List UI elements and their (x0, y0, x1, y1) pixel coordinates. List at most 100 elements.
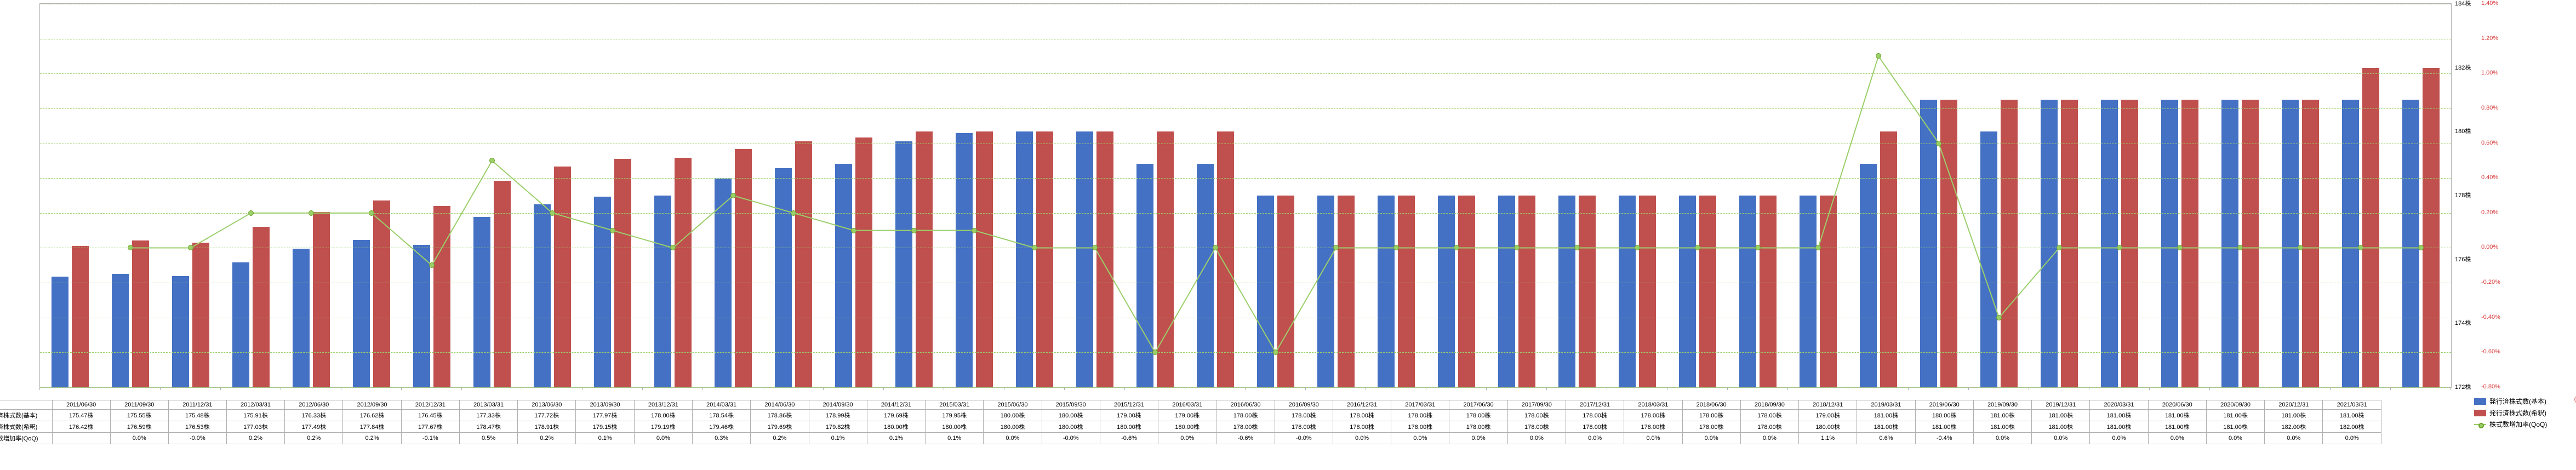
growth-marker (851, 228, 856, 233)
table-cell (52, 433, 110, 444)
table-cell: -0.6% (1100, 433, 1158, 444)
table-cell: 0.0% (1391, 433, 1449, 444)
table-cell: 0.0% (110, 433, 168, 444)
table-col-header: 2011/09/30 (110, 400, 168, 410)
table-cell: 178.99株 (809, 410, 867, 421)
growth-marker (730, 193, 736, 198)
growth-markers (40, 4, 2451, 387)
table-col-header: 2013/03/31 (459, 400, 517, 410)
table-cell: 0.2% (226, 433, 284, 444)
table-cell: 179.15株 (576, 421, 634, 433)
table-row-header: 発行済株式数(基本) (0, 410, 52, 421)
legend-item-growth: 株式数増加率(QoQ) (2474, 420, 2573, 429)
table-col-header: 2021/03/31 (2323, 400, 2381, 410)
table-cell: 180.00株 (984, 421, 1042, 433)
table-cell: 178.00株 (1333, 421, 1391, 433)
table-col-header: 2012/03/31 (226, 400, 284, 410)
table-cell: 180.00株 (867, 421, 925, 433)
table-cell: 180.00株 (1042, 421, 1100, 433)
plot-area (39, 3, 2452, 388)
table-cell: 177.03株 (226, 421, 284, 433)
table-cell: 181.00株 (1973, 410, 2031, 421)
table-cell: 181.00株 (1857, 421, 1915, 433)
table-cell: 0.0% (1333, 433, 1391, 444)
y1-tick-label: 178株 (2455, 191, 2482, 199)
table-cell: 0.0% (1624, 433, 1682, 444)
growth-marker (429, 262, 435, 268)
table-cell: 179.95株 (926, 410, 984, 421)
table-row-header: 発行済株式数(希釈) (0, 421, 52, 433)
table-cell: -0.0% (168, 433, 226, 444)
table-cell: 176.59株 (110, 421, 168, 433)
table-cell: 182.00株 (2323, 421, 2381, 433)
table-cell: 0.0% (1973, 433, 2031, 444)
table-cell: 0.2% (285, 433, 343, 444)
y1-tick-label: 174株 (2455, 318, 2482, 327)
table-cell: -0.6% (1216, 433, 1275, 444)
y2-tick-label: 1.40% (2481, 0, 2509, 7)
table-cell: -0.0% (1275, 433, 1333, 444)
table-cell: 178.00株 (1624, 410, 1682, 421)
table-cell: 0.2% (518, 433, 576, 444)
y2-tick-label: 0.40% (2481, 174, 2509, 181)
y2-tick-label: 0.20% (2481, 209, 2509, 216)
growth-marker (972, 228, 977, 233)
table-cell: 177.84株 (343, 421, 401, 433)
table-cell: 0.0% (2206, 433, 2264, 444)
legend-label: 株式数増加率(QoQ) (2489, 420, 2547, 429)
table-cell: 182.00株 (2265, 421, 2323, 433)
table-col-header: 2017/09/30 (1507, 400, 1566, 410)
table-col-header: 2013/09/30 (576, 400, 634, 410)
table-col-header: 2020/12/31 (2265, 400, 2323, 410)
y2-tick-label: -0.20% (2481, 279, 2509, 285)
table-cell: 177.67株 (401, 421, 459, 433)
table-cell: 175.55株 (110, 410, 168, 421)
table-col-header: 2019/06/30 (1915, 400, 1973, 410)
table-cell: 0.0% (2090, 433, 2148, 444)
legend-item-diluted: 発行済株式数(希釈) (2474, 408, 2573, 417)
table-col-header: 2016/06/30 (1216, 400, 1275, 410)
table-cell: 0.0% (984, 433, 1042, 444)
table-cell: 180.00株 (1100, 421, 1158, 433)
growth-marker (489, 158, 495, 163)
table-col-header: 2017/03/31 (1391, 400, 1449, 410)
table-cell: -0.1% (401, 433, 459, 444)
table-cell: 179.69株 (867, 410, 925, 421)
table-cell: 178.47株 (459, 421, 517, 433)
table-cell: 0.2% (343, 433, 401, 444)
table-cell: 181.00株 (2090, 421, 2148, 433)
table-cell: 181.00株 (2323, 410, 2381, 421)
table-cell: 1.1% (1799, 433, 1857, 444)
table-cell: 0.0% (1682, 433, 1740, 444)
table-cell: 175.47株 (52, 410, 110, 421)
table-cell: 0.0% (1740, 433, 1798, 444)
table-col-header: 2017/06/30 (1449, 400, 1507, 410)
table-cell: 0.1% (576, 433, 634, 444)
table-cell: 176.53株 (168, 421, 226, 433)
table-cell: 176.62株 (343, 410, 401, 421)
table-cell: 181.00株 (2090, 410, 2148, 421)
table-cell: 181.00株 (2148, 410, 2206, 421)
table-cell: 178.00株 (1682, 421, 1740, 433)
table-cell: 178.00株 (1507, 421, 1566, 433)
table-col-header: 2015/06/30 (984, 400, 1042, 410)
table-col-header: 2015/09/30 (1042, 400, 1100, 410)
table-col-header: 2013/06/30 (518, 400, 576, 410)
legend-label: 発行済株式数(基本) (2489, 397, 2546, 406)
table-cell: 181.00株 (2265, 410, 2323, 421)
data-table: 2011/06/302011/09/302011/12/312012/03/31… (0, 400, 2381, 444)
table-row-header: 株式数増加率(QoQ) (0, 433, 52, 444)
table-col-header: 2017/12/31 (1566, 400, 1624, 410)
table-cell: 178.91株 (518, 421, 576, 433)
table-col-header: 2019/03/31 (1857, 400, 1915, 410)
y2-tick-label: 0.80% (2481, 105, 2509, 111)
growth-marker (1876, 53, 1881, 59)
table-cell: 179.00株 (1158, 410, 1216, 421)
table-cell: 178.00株 (1333, 410, 1391, 421)
legend-item-basic: 発行済株式数(基本) (2474, 397, 2573, 406)
table-cell: 179.82株 (809, 421, 867, 433)
table-cell: 178.00株 (1566, 410, 1624, 421)
table-cell: 180.00株 (1158, 421, 1216, 433)
table-cell: 179.46株 (693, 421, 751, 433)
table-cell: 0.0% (1566, 433, 1624, 444)
